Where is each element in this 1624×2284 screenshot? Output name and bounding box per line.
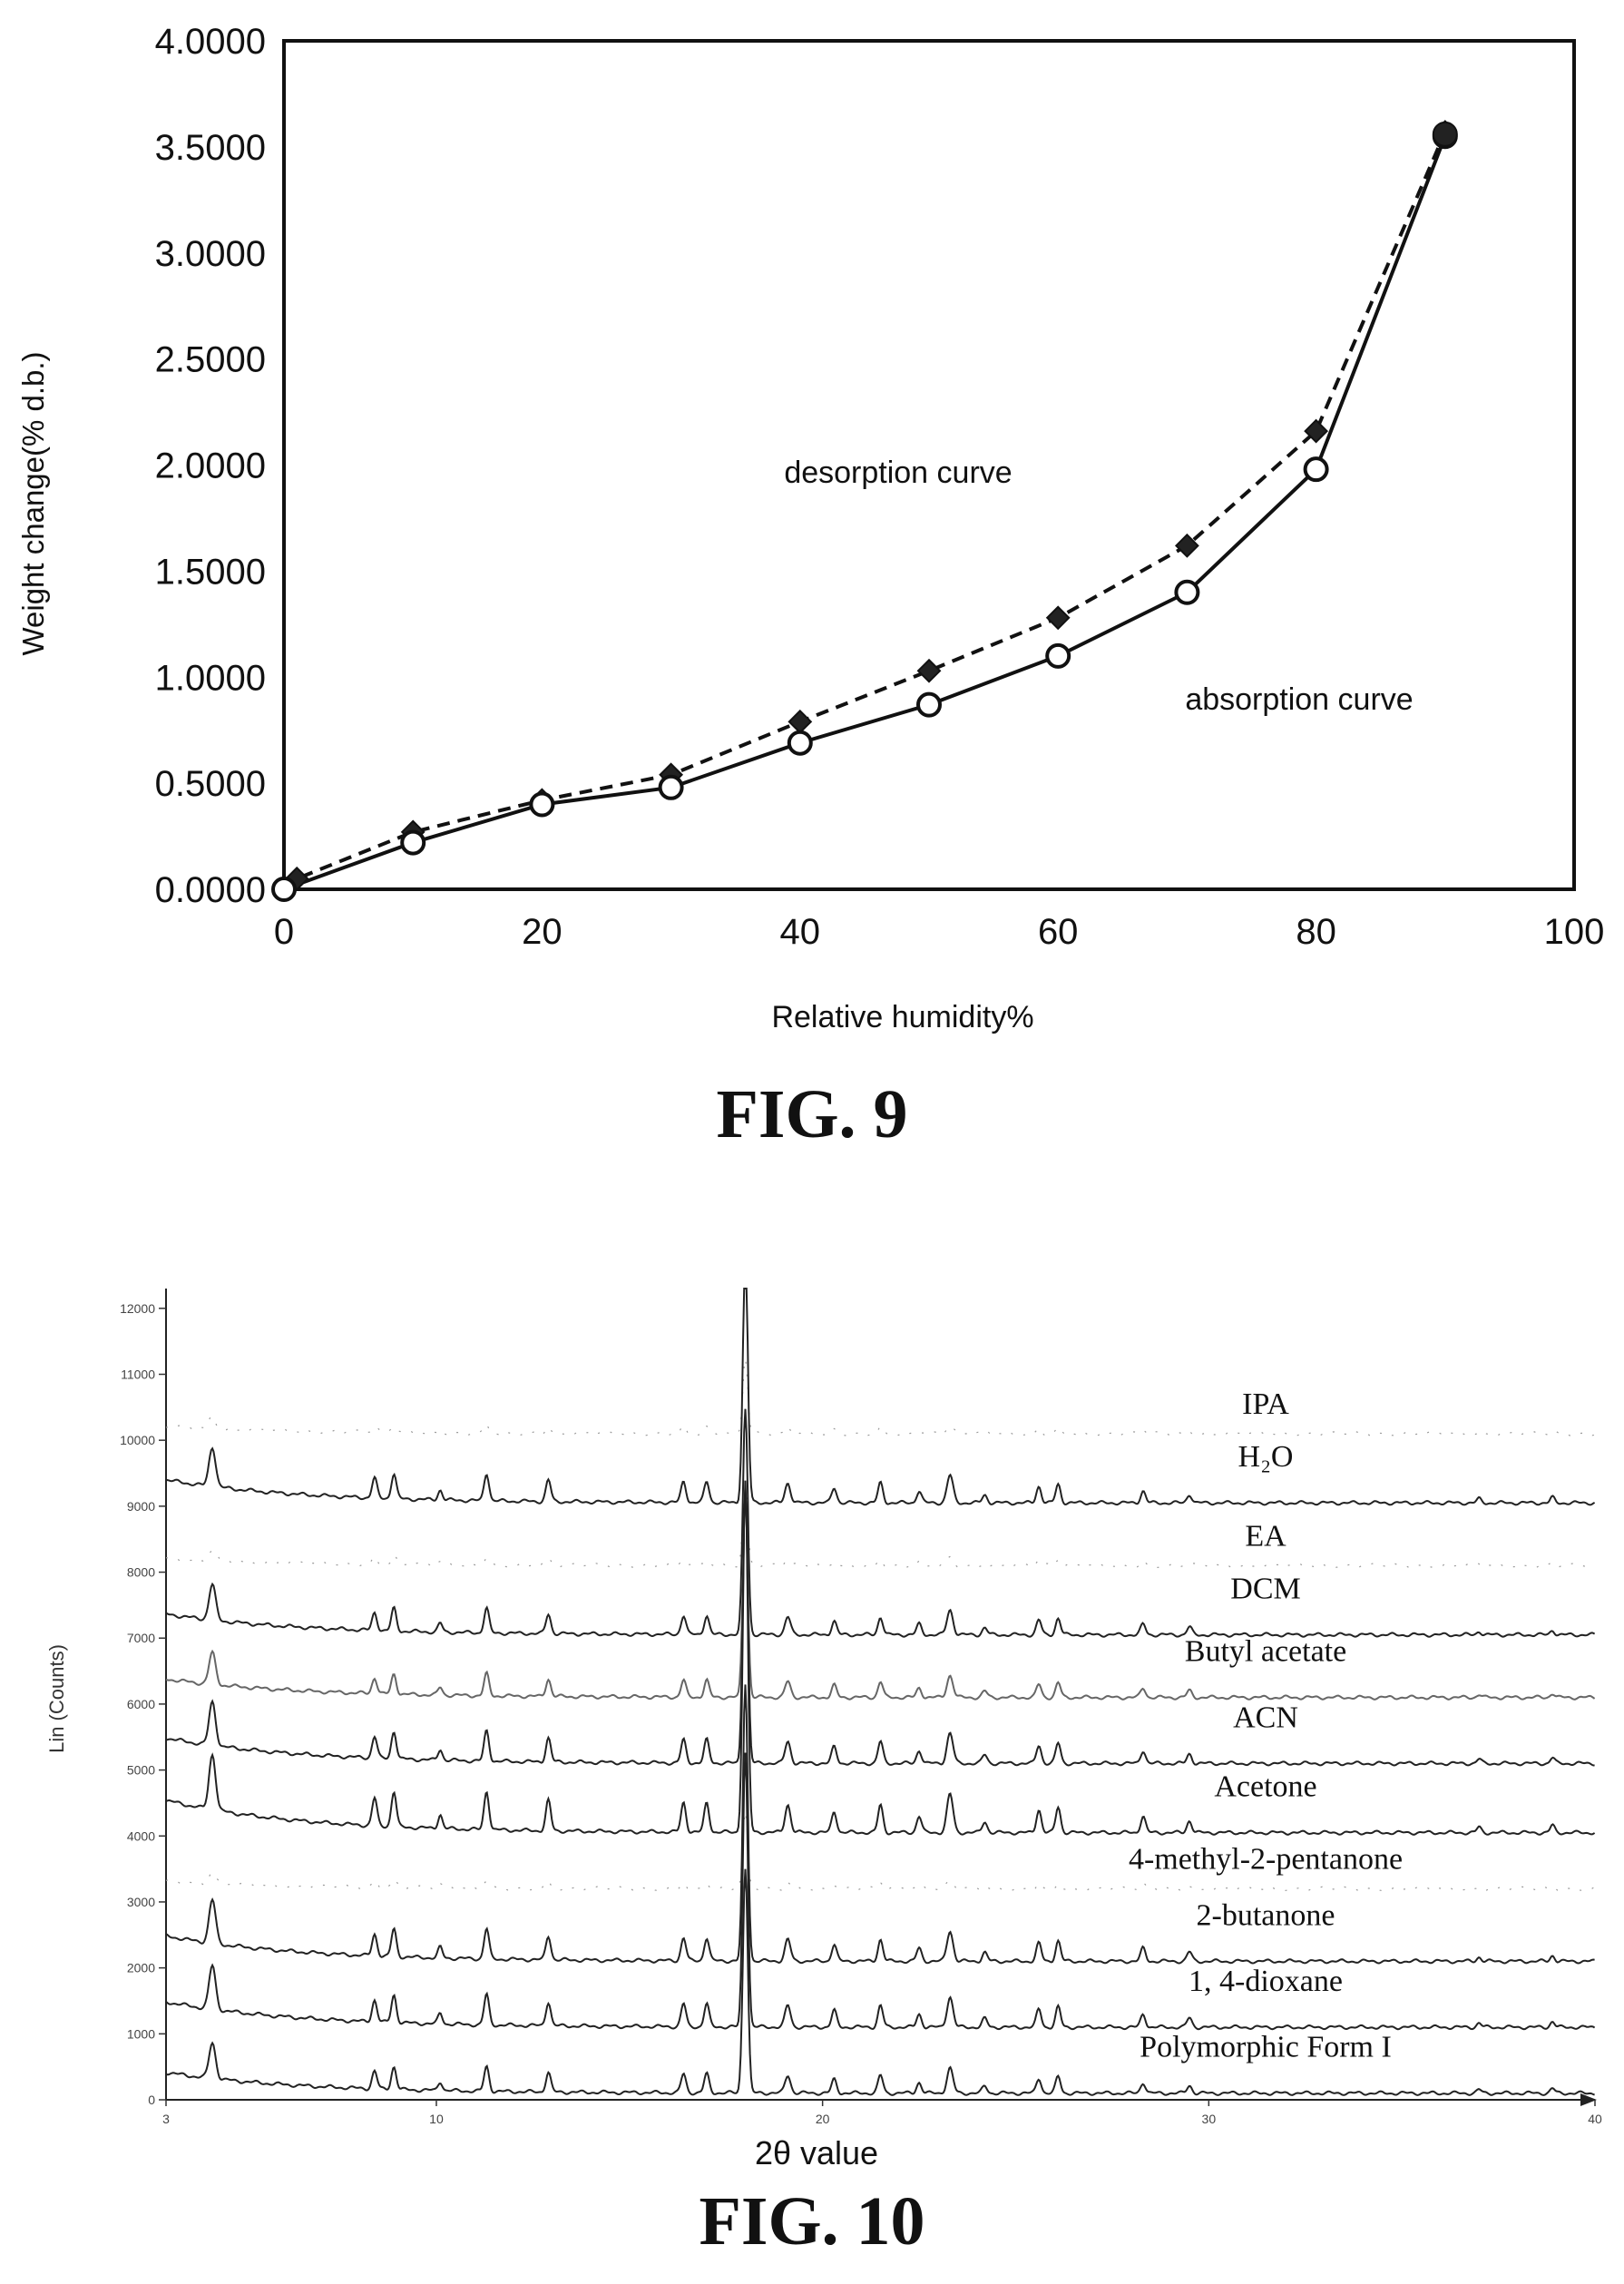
fig9-y-tick-label: 0.5000	[155, 764, 266, 804]
fig9-y-tick-label: 1.0000	[155, 658, 266, 698]
fig9-y-tick-label: 4.0000	[155, 22, 266, 62]
fig9-chart: 0.0000 0.5000 1.0000 1.5000 2.0000 2.5000 3.00…	[16, 22, 1605, 1034]
fig9-y-tick-label: 0.0000	[155, 870, 266, 910]
fig9-point-diamond	[1174, 533, 1199, 558]
fig10-y-tick-label: 6000	[127, 1697, 155, 1711]
fig10-series-label: 1, 4-dioxane	[1189, 1965, 1343, 1998]
fig10-series-label: Butyl acetate	[1185, 1635, 1346, 1669]
fig10-y-tick-label: 11000	[121, 1367, 155, 1381]
fig10-series-label: DCM	[1230, 1573, 1300, 1606]
fig9-y-tick-label: 1.5000	[155, 552, 266, 592]
fig10-y-tick-label: 1000	[127, 2026, 155, 2041]
fig9-point-open-circle	[400, 829, 426, 856]
fig10-x-axis-label: 2θ value	[755, 2134, 878, 2171]
fig10-y-tick-label: 0	[148, 2093, 155, 2107]
fig10-x-tick-label: 20	[816, 2112, 830, 2126]
fig9-point-diamond	[1304, 418, 1329, 444]
fig10-x-tick-label: 3	[162, 2112, 170, 2126]
fig10-y-tick-label: 2000	[127, 1961, 155, 1975]
fig10-series-label: IPA	[1242, 1387, 1289, 1421]
fig10-y-tick-label: 10000	[120, 1433, 155, 1447]
fig10-series-label: ACN	[1233, 1701, 1298, 1734]
figure-10: 0 1000 2000 3000 4000 5000 6000 7000 8000 9000 100…	[0, 1270, 1624, 2284]
fig9-x-tick-label: 40	[780, 912, 821, 952]
fig9-x-tick-label: 20	[522, 912, 563, 952]
fig10-pattern-line	[165, 1288, 1596, 1506]
fig10-x-tick-label: 30	[1202, 2112, 1217, 2126]
fig10-chart: 0 1000 2000 3000 4000 5000 6000 7000 8000 9000 100…	[45, 1288, 1602, 2171]
fig10-y-tick-label: 4000	[127, 1828, 155, 1843]
fig10-pattern-line	[165, 1358, 1595, 1436]
fig9-y-tick-label: 2.5000	[155, 340, 266, 380]
fig9-x-tick-label: 0	[274, 912, 294, 952]
fig9-x-tick-label: 80	[1296, 912, 1336, 952]
fig9-point-open-circle	[787, 730, 813, 756]
fig9-y-tick-label: 2.0000	[155, 446, 266, 486]
fig10-series-label: 2-butanone	[1197, 1898, 1335, 1932]
fig9-point-open-circle	[271, 877, 297, 902]
fig10-series-label: Polymorphic Form I	[1140, 2031, 1392, 2064]
fig9-caption: FIG. 9	[716, 1076, 908, 1152]
fig10-pattern-line	[165, 1488, 1595, 1569]
fig10-pattern-line	[166, 1488, 1595, 1767]
fig9-annotation-desorption: desorption curve	[784, 456, 1012, 490]
fig9-point-open-circle	[916, 691, 942, 718]
fig10-series-label: H₂O	[1238, 1440, 1294, 1474]
figure-9: 0.0000 0.5000 1.0000 1.5000 2.0000 2.5000 3.00…	[16, 22, 1605, 1152]
fig9-x-axis-label: Relative humidity%	[771, 1000, 1033, 1034]
fig9-series-line	[283, 135, 1447, 891]
fig10-y-tick-label: 12000	[120, 1301, 155, 1316]
fig9-point-diamond	[916, 658, 942, 683]
fig9-point-open-circle	[529, 791, 555, 818]
fig9-point-open-circle	[1303, 456, 1329, 483]
fig10-y-tick-label: 8000	[127, 1565, 155, 1580]
fig10-x-axis-arrow	[1580, 2093, 1597, 2106]
fig10-series-label: 4-methyl-2-pentanone	[1129, 1842, 1403, 1876]
fig10-y-tick-label: 5000	[127, 1763, 155, 1778]
fig9-point-open-circle	[1174, 579, 1200, 605]
fig9-plot-frame	[282, 39, 1576, 891]
fig10-series-label: EA	[1245, 1519, 1286, 1553]
fig9-x-tick-label: 60	[1038, 912, 1079, 952]
fig10-y-tick-label: 3000	[127, 1895, 155, 1909]
fig9-point-diamond	[1045, 605, 1071, 631]
fig9-annotation-absorption: absorption curve	[1185, 682, 1413, 717]
fig10-pattern-line	[165, 1480, 1596, 1836]
fig10-pattern-line	[165, 1811, 1595, 1892]
fig9-point-open-circle	[1045, 642, 1071, 669]
fig9-y-axis-label: Weight change(% d.b.)	[16, 351, 50, 655]
fig10-pattern-line	[165, 1684, 1595, 1965]
fig10-y-tick-label: 9000	[127, 1499, 155, 1514]
fig10-pattern-line	[165, 1868, 1595, 2096]
fig9-point-endpoint	[1432, 121, 1458, 147]
fig10-x-tick-label: 40	[1588, 2112, 1602, 2126]
fig9-point-open-circle	[658, 774, 684, 800]
fig10-pattern-line	[165, 1408, 1596, 1638]
fig10-y-axis-label: Lin (Counts)	[45, 1644, 68, 1753]
fig10-pattern-line	[165, 1498, 1596, 1701]
fig9-x-tick-label: 100	[1544, 912, 1605, 952]
fig10-y-tick-label: 7000	[127, 1631, 155, 1645]
fig9-y-tick-label: 3.5000	[155, 128, 266, 168]
fig10-pattern-line	[165, 1752, 1596, 2031]
fig9-point-diamond	[284, 866, 309, 891]
fig9-point-diamond	[788, 709, 813, 734]
fig10-series-label: Acetone	[1214, 1770, 1316, 1804]
fig10-caption: FIG. 10	[699, 2183, 925, 2259]
fig9-y-tick-label: 3.0000	[155, 234, 266, 274]
fig10-x-tick-label: 10	[429, 2112, 444, 2126]
